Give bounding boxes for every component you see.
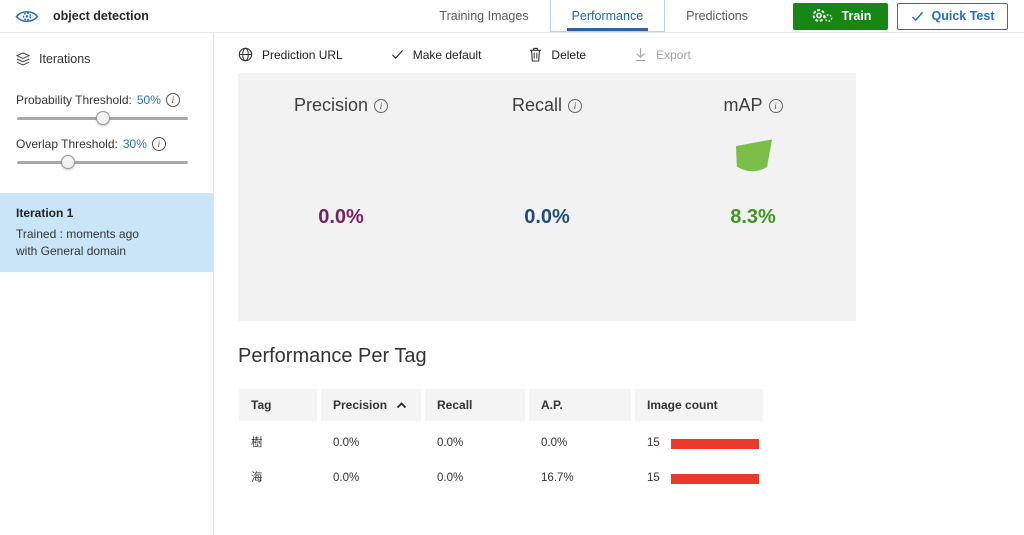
check-icon (391, 49, 404, 60)
project-title: object detection (53, 9, 149, 23)
tab-predictions[interactable]: Predictions (686, 9, 748, 23)
precision-column-label: Precision (333, 398, 388, 412)
slider-handle[interactable] (95, 111, 110, 125)
train-button-label: Train (841, 9, 872, 23)
info-icon[interactable]: i (165, 93, 180, 107)
sort-ascending-icon (396, 401, 407, 409)
make-default-label: Make default (412, 47, 482, 62)
prediction-url-button[interactable]: Prediction URL (238, 47, 343, 62)
ap-cell: 0.0% (541, 437, 568, 449)
recall-label: Recall (511, 95, 563, 115)
overlap-threshold-block: Overlap Threshold: 30% i (0, 137, 213, 170)
column-header-recall[interactable]: Recall (425, 389, 525, 421)
image-count-value: 15 (647, 437, 660, 449)
check-icon (911, 11, 924, 22)
image-count-bar (670, 473, 759, 484)
make-default-button[interactable]: Make default (391, 47, 482, 62)
iteration-domain-line: with General domain (16, 244, 127, 258)
prediction-url-label: Prediction URL (262, 47, 343, 62)
info-icon[interactable]: i (151, 137, 166, 151)
table-header-row: Tag Precision Recall A.P. Image count (239, 389, 763, 421)
trash-icon (529, 47, 542, 62)
precision-label: Precision (293, 95, 369, 115)
iteration-list-item-selected[interactable]: Iteration 1 Trained : moments ago with G… (0, 193, 213, 272)
overlap-threshold-value: 30% (122, 137, 147, 151)
iteration-trained-line: Trained : moments ago (16, 227, 139, 241)
recall-value: 0.0% (524, 206, 570, 228)
tab-performance[interactable]: Performance (549, 0, 666, 32)
tag-link[interactable]: 海 (251, 472, 263, 484)
performance-per-tag-title: Performance Per Tag (238, 345, 427, 367)
delete-button[interactable]: Delete (529, 47, 586, 62)
info-icon[interactable]: i (374, 98, 389, 113)
overlap-threshold-label: Overlap Threshold: (16, 137, 118, 151)
precision-cell: 0.0% (333, 437, 360, 449)
performance-per-tag-table: Tag Precision Recall A.P. Image count 樹 … (239, 389, 763, 496)
probability-threshold-slider[interactable] (17, 110, 188, 126)
probability-threshold-block: Probability Threshold: 50% i (0, 93, 213, 126)
tag-link[interactable]: 樹 (251, 437, 263, 449)
recall-metric: Recall i 0.0% (444, 73, 650, 321)
image-count-bar (670, 438, 759, 449)
eye-gear-icon (15, 8, 39, 25)
precision-metric-title: Precision i (293, 95, 389, 116)
overlap-threshold-label-row: Overlap Threshold: 30% i (0, 137, 213, 151)
delete-label: Delete (551, 47, 587, 62)
gears-icon (810, 7, 834, 25)
tab-training-images[interactable]: Training Images (439, 9, 529, 23)
image-count-cell: 15 (635, 426, 763, 461)
recall-metric-title: Recall i (511, 95, 583, 116)
iteration-metrics-panel: Precision i 0.0% Recall i 0.0% mAP i 8.3… (238, 73, 856, 321)
slider-handle[interactable] (61, 155, 76, 169)
top-bar: object detection Training Images Perform… (0, 0, 1024, 33)
iteration-name: Iteration 1 (16, 206, 74, 220)
globe-icon (238, 47, 253, 62)
probability-threshold-label: Probability Threshold: (16, 93, 132, 107)
download-icon (634, 47, 647, 62)
probability-threshold-value: 50% (136, 93, 161, 107)
performance-main-panel: Prediction URL Make default Delete (215, 33, 1024, 535)
export-button[interactable]: Export (634, 47, 691, 62)
map-metric-title: mAP i (723, 95, 783, 116)
custom-vision-logo (0, 0, 39, 32)
recall-cell: 0.0% (437, 472, 464, 484)
iteration-toolbar: Prediction URL Make default Delete (215, 33, 1024, 62)
iterations-label: Iterations (39, 52, 91, 66)
column-header-precision[interactable]: Precision (321, 389, 421, 421)
iterations-sidebar: Iterations Probability Threshold: 50% i … (0, 33, 214, 535)
column-header-image-count[interactable]: Image count (635, 389, 763, 421)
image-count-value: 15 (647, 472, 660, 484)
recall-cell: 0.0% (437, 437, 464, 449)
layers-icon (16, 52, 30, 66)
export-label: Export (656, 47, 691, 62)
iterations-header: Iterations (0, 52, 213, 66)
table-row: 樹 0.0% 0.0% 0.0% 15 (239, 426, 763, 461)
tab-bar: Training Images Performance Predictions (418, 0, 769, 32)
map-metric: mAP i 8.3% (650, 73, 856, 321)
map-label: mAP (723, 95, 763, 115)
probability-threshold-label-row: Probability Threshold: 50% i (0, 93, 213, 107)
map-value: 8.3% (730, 206, 776, 228)
topbar-buttons: Train Quick Test (769, 0, 1024, 32)
info-icon[interactable]: i (768, 98, 783, 113)
precision-metric: Precision i 0.0% (238, 73, 444, 321)
info-icon[interactable]: i (568, 98, 583, 113)
map-gauge-arc-icon (733, 137, 775, 175)
train-button[interactable]: Train (793, 2, 888, 30)
ap-cell: 16.7% (541, 472, 574, 484)
slider-track[interactable] (17, 161, 188, 164)
table-row: 海 0.0% 0.0% 16.7% 15 (239, 461, 763, 496)
precision-value: 0.0% (318, 206, 364, 228)
column-header-tag[interactable]: Tag (239, 389, 317, 421)
column-header-ap[interactable]: A.P. (529, 389, 631, 421)
image-count-cell: 15 (635, 461, 763, 496)
quick-test-button[interactable]: Quick Test (897, 2, 1008, 30)
quick-test-button-label: Quick Test (931, 9, 995, 23)
precision-cell: 0.0% (333, 472, 360, 484)
overlap-threshold-slider[interactable] (17, 154, 188, 170)
